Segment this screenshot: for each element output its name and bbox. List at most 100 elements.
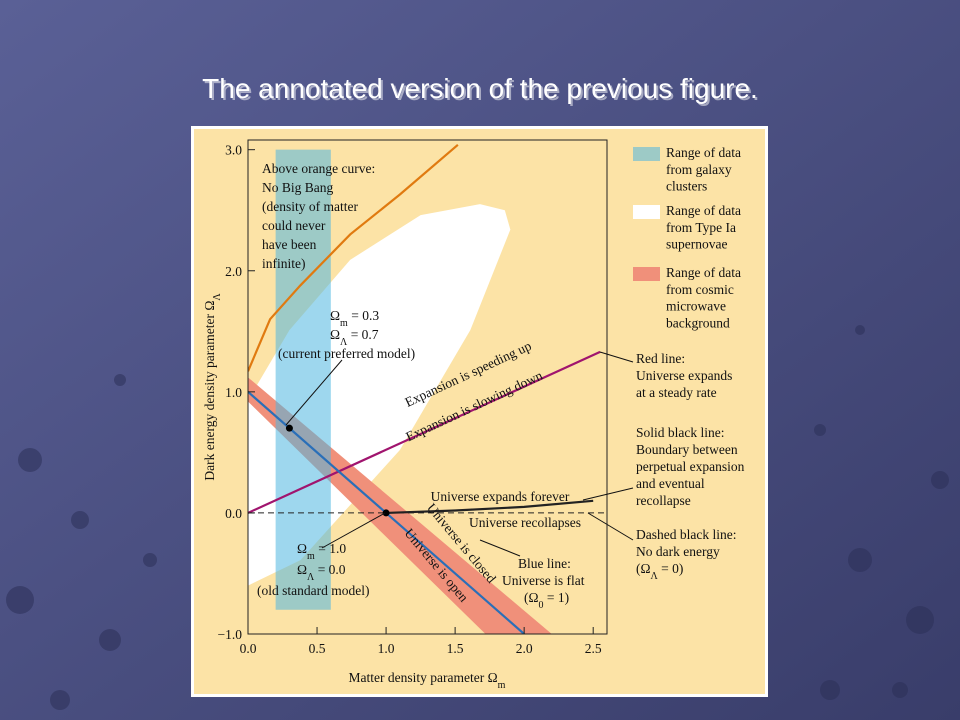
text-part: perpetual expansion: [636, 459, 745, 474]
legend-label: supernovae: [666, 237, 727, 252]
annotation: (ΩΛ = 0): [636, 561, 683, 582]
y-tick-label: 2.0: [225, 264, 242, 279]
annotation: at a steady rate: [636, 385, 717, 400]
text-part: Ω: [297, 541, 307, 556]
subscript: Λ: [307, 572, 315, 583]
text-part: = 0.3: [348, 308, 379, 323]
text-part: Ω: [330, 308, 340, 323]
text-part: = 0.7: [347, 327, 378, 342]
annotation: Red line:: [636, 351, 685, 366]
text-part: Boundary between: [636, 442, 738, 457]
annotation: infinite): [262, 256, 306, 271]
model-point: [285, 424, 293, 432]
x-tick-label: 0.0: [240, 641, 257, 656]
annotation: could never: [262, 218, 326, 233]
y-tick-label: 0.0: [225, 506, 242, 521]
text-part: (Ω: [524, 590, 539, 605]
text-part: Ω: [297, 562, 307, 577]
subscript: m: [340, 318, 348, 329]
text-part: Dashed black line:: [636, 527, 736, 542]
text-part: Dark energy density parameter Ω: [202, 301, 217, 481]
legend-swatch: [633, 267, 660, 281]
leader-line: [599, 351, 634, 363]
curve: [386, 499, 594, 515]
text-part: = 0): [658, 561, 684, 576]
x-tick-label: 1.5: [447, 641, 464, 656]
x-tick-label: 0.5: [309, 641, 326, 656]
annotation: Above orange curve:: [262, 161, 375, 176]
text-part: (Ω: [636, 561, 651, 576]
text-part: recollapse: [636, 493, 691, 508]
curve: [248, 350, 601, 514]
leader-line: [582, 487, 634, 501]
annotation: (old standard model): [257, 583, 369, 598]
legend-label: from Type Ia: [666, 220, 736, 235]
text-part: Matter density parameter Ω: [349, 670, 498, 685]
x-tick-label: 2.0: [516, 641, 533, 656]
subscript: 0: [539, 600, 544, 611]
text-part: at a steady rate: [636, 385, 717, 400]
decor-dots: [6, 325, 949, 710]
line-label: Universe expands forever: [431, 489, 570, 504]
annotation: (current preferred model): [278, 346, 415, 361]
annotation: (Ω0 = 1): [524, 590, 569, 611]
text-part: Above orange curve:: [262, 161, 375, 176]
curve: [248, 144, 459, 372]
annotation: Universe expands: [636, 368, 732, 383]
model-point: [382, 509, 390, 517]
leader-line: [479, 539, 521, 557]
text-part: and eventual: [636, 476, 705, 491]
y-tick-label: 3.0: [225, 143, 242, 158]
annotation: (density of matter: [262, 199, 358, 214]
annotation: Dashed black line:: [636, 527, 736, 542]
slide-title: The annotated version of the previous fi…: [202, 73, 758, 104]
legend-label: Range of data: [666, 203, 741, 218]
text-part: No Big Bang: [262, 180, 334, 195]
x-tick-label: 2.5: [585, 641, 602, 656]
annotation: ΩΛ = 0.7: [330, 327, 379, 348]
plot-area: [248, 144, 607, 634]
legend-label: clusters: [666, 179, 707, 194]
y-tick-label: 1.0: [225, 385, 242, 400]
text-part: have been: [262, 237, 317, 252]
y-tick-label: −1.0: [218, 627, 243, 642]
text-part: Ω: [330, 327, 340, 342]
leader-line: [285, 359, 343, 426]
annotation: and eventual: [636, 476, 705, 491]
legend-label: microwave: [666, 299, 726, 314]
data-region: [248, 377, 552, 634]
legend-swatch: [633, 147, 660, 161]
annotation: recollapse: [636, 493, 691, 508]
legend-swatch: [633, 205, 660, 219]
legend-label: Range of data: [666, 265, 741, 280]
legend-label: from cosmic: [666, 282, 734, 297]
subscript: m: [307, 551, 315, 562]
annotation: perpetual expansion: [636, 459, 745, 474]
y-axis-label: Dark energy density parameter ΩΛ: [202, 293, 223, 481]
x-axis-label: Matter density parameter Ωm: [349, 670, 506, 691]
text-part: (current preferred model): [278, 346, 415, 361]
title-shadow: The annotated version of the previous fi…: [204, 75, 760, 106]
text-part: = 1): [544, 590, 570, 605]
legend-label: from galaxy: [666, 162, 732, 177]
text-part: (old standard model): [257, 583, 369, 598]
line-label: Universe recollapses: [469, 515, 581, 530]
text-part: could never: [262, 218, 326, 233]
annotation: Boundary between: [636, 442, 738, 457]
subscript: Λ: [212, 293, 223, 301]
text-part: = 0.0: [314, 562, 345, 577]
annotation: Ωm = 1.0: [297, 541, 346, 562]
annotation: Blue line:: [518, 556, 571, 571]
annotation: Universe is flat: [502, 573, 585, 588]
annotation: ΩΛ = 0.0: [297, 562, 346, 583]
plot-frame: [247, 139, 608, 635]
text-part: = 1.0: [315, 541, 346, 556]
subscript: Λ: [651, 571, 659, 582]
text-part: Blue line:: [518, 556, 571, 571]
leader-line: [321, 512, 386, 549]
annotation: No dark energy: [636, 544, 720, 559]
text-part: (density of matter: [262, 199, 358, 214]
text-part: No dark energy: [636, 544, 720, 559]
